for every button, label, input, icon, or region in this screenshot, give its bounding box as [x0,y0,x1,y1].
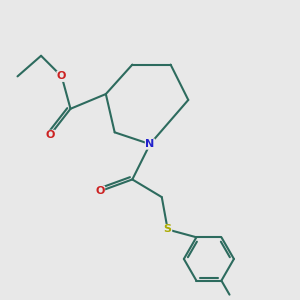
Text: N: N [146,139,154,149]
Text: O: O [95,186,105,196]
Text: O: O [45,130,55,140]
Text: S: S [164,224,172,235]
Text: O: O [57,71,66,81]
